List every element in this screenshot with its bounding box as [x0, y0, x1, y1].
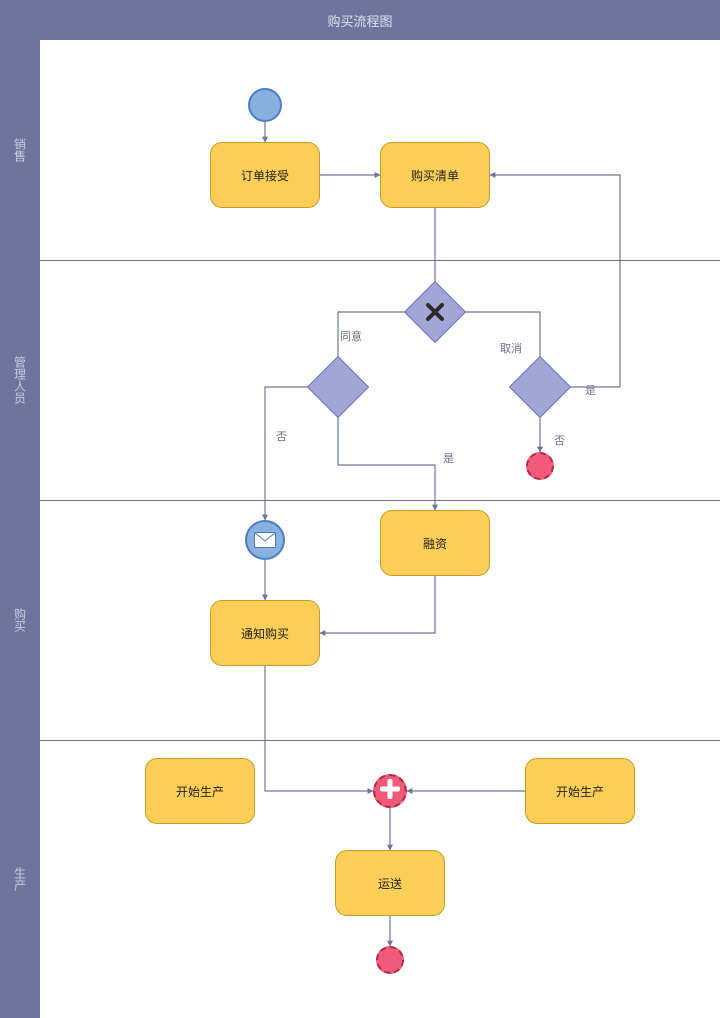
task-t_sp_l: 开始生产: [145, 758, 255, 824]
task-label: 运送: [378, 875, 402, 892]
task-label: 融资: [423, 535, 447, 552]
task-t_sp_r: 开始生产: [525, 758, 635, 824]
lane-label: 管理人员: [12, 356, 29, 404]
plus-icon: [380, 779, 400, 804]
pool-title: 购买流程图: [327, 11, 392, 30]
lane-label: 生产: [12, 867, 29, 891]
edge-e7: [338, 409, 435, 510]
task-t_notify: 通知购买: [210, 600, 320, 666]
envelope-icon: [247, 522, 283, 558]
edge-e5: [457, 312, 540, 365]
task-label: 开始生产: [556, 783, 604, 800]
lane-label: 购买: [12, 608, 29, 632]
task-t_order: 订单接受: [210, 142, 320, 208]
gateway-shape: [509, 356, 571, 418]
lane-header-lane-sales: 销售: [0, 40, 40, 260]
edge-e12: [265, 666, 373, 791]
lane-header-lane-purchase: 购买: [0, 500, 40, 740]
task-label: 购买清单: [411, 167, 459, 184]
end-event-end_ship: [376, 946, 404, 974]
lane-divider: [0, 500, 720, 501]
lane-header-lane-mgmt: 管理人员: [0, 260, 40, 500]
x-icon: [413, 290, 457, 334]
task-label: 通知购买: [241, 625, 289, 642]
edge-e11: [320, 576, 435, 633]
edge-label: 同意: [340, 328, 362, 344]
task-t_fin: 融资: [380, 510, 490, 576]
start-event-start1: [248, 88, 282, 122]
gateway-gw_x: [413, 290, 457, 334]
task-t_ship: 运送: [335, 850, 445, 916]
lane-divider: [0, 260, 720, 261]
gateway-gw_right: [518, 365, 562, 409]
edge-label: 是: [585, 382, 596, 398]
lane-label: 销售: [12, 138, 29, 162]
parallel-gateway-gw_plus: [373, 774, 407, 808]
task-label: 订单接受: [241, 167, 289, 184]
gateway-gw_left: [316, 365, 360, 409]
pool-title-bar: 购买流程图: [0, 0, 720, 40]
edge-label: 否: [554, 432, 565, 448]
gateway-shape: [307, 356, 369, 418]
edge-label: 是: [443, 450, 454, 466]
task-t_list: 购买清单: [380, 142, 490, 208]
message-event-msg: [245, 520, 285, 560]
lane-header-lane-prod: 生产: [0, 740, 40, 1018]
edge-label: 否: [276, 428, 287, 444]
lane-divider: [0, 740, 720, 741]
edge-label: 取消: [500, 340, 522, 356]
task-label: 开始生产: [176, 783, 224, 800]
diagram-canvas: 购买流程图销售管理人员购买生产同意取消否是否是订单接受购买清单融资通知购买开始生…: [0, 0, 720, 1018]
end-event-end_mgmt: [526, 452, 554, 480]
